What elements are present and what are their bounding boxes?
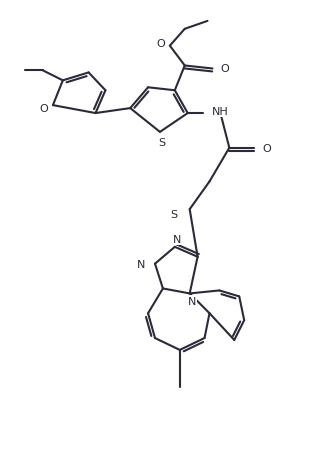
- Text: N: N: [173, 235, 181, 244]
- Text: O: O: [220, 64, 229, 74]
- Text: S: S: [159, 138, 166, 147]
- Text: NH: NH: [211, 107, 228, 117]
- Text: S: S: [171, 210, 178, 220]
- Text: O: O: [39, 104, 48, 114]
- Text: O: O: [156, 39, 165, 49]
- Text: N: N: [188, 297, 196, 307]
- Text: N: N: [137, 259, 145, 269]
- Text: O: O: [262, 143, 271, 153]
